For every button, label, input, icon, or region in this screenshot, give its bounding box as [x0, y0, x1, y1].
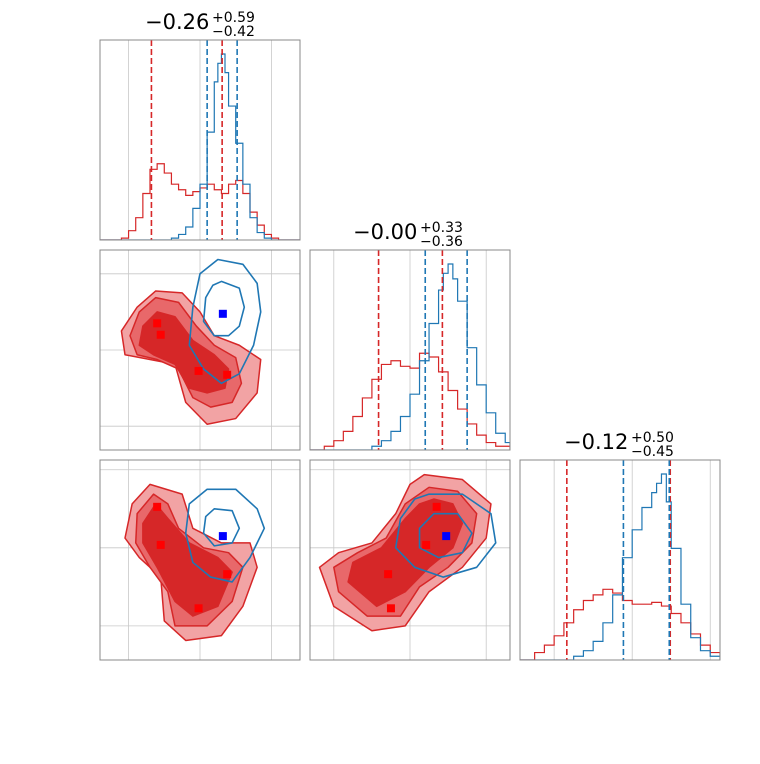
x-tick-label: 0.8: [469, 672, 496, 699]
red-marker: [153, 502, 162, 511]
hist-red-series-p1: [310, 352, 510, 450]
title-p0-minus: −0.42: [212, 24, 255, 40]
y-tick-label: 0.8: [69, 460, 96, 487]
y-tick-label: 0.0: [69, 340, 96, 367]
x-tick-label: 1: [263, 672, 281, 690]
panel-2d-axes-0-2: [99, 459, 301, 661]
x-tick-label: −0.8: [528, 672, 563, 707]
hist-axes-p2: [519, 459, 721, 661]
title-p1-main: −0.00: [353, 220, 417, 244]
title-p0-plus: +0.59: [212, 10, 255, 26]
title-p2-plus: +0.50: [631, 430, 674, 446]
hist-p0-frame: [99, 39, 301, 241]
panel-2d-0-2: −1 0 1 −0.8 0.0 0.8: [61, 460, 300, 698]
x-tick-label: 0: [192, 672, 210, 690]
panel-2d-axes-1-2: [309, 459, 511, 661]
red-marker: [223, 570, 232, 579]
panel-2d-0-1: −0.8 0.0 0.8: [61, 250, 300, 451]
red-marker: [386, 604, 395, 613]
hist-axes-p1: [309, 249, 511, 451]
title-p1-minus: −0.36: [420, 234, 463, 250]
blue-contour-inner: [202, 280, 246, 337]
hist-axes-p0: [99, 39, 301, 241]
title-p1: −0.00 +0.33 −0.36: [353, 220, 463, 250]
title-p0-main: −0.26: [145, 10, 209, 34]
red-contour-core: [142, 503, 233, 617]
red-marker: [156, 540, 165, 549]
blue-marker: [218, 309, 227, 318]
panel-0-2-frame: [99, 459, 301, 661]
hist-panel-p2: −0.8 0.0 0.8: [520, 460, 720, 707]
hist-blue-series-p2: [520, 473, 720, 660]
hist-p1-frame: [309, 249, 511, 451]
hist-p2-frame: [519, 459, 721, 661]
title-p0: −0.26 +0.59 −0.42: [145, 10, 255, 40]
x-tick-label: 0.8: [693, 672, 720, 699]
x-tick-label: −1: [112, 672, 138, 698]
red-contour-core: [347, 498, 464, 608]
blue-contour-inner: [202, 507, 241, 547]
panel-0-1-frame: [99, 249, 301, 451]
red-marker: [384, 570, 393, 579]
panel-2d-axes-0-1: [99, 249, 301, 451]
blue-contour-outer: [184, 488, 266, 583]
red-marker: [223, 370, 232, 379]
x-tick-label: 0.0: [615, 672, 642, 699]
red-marker: [156, 330, 165, 339]
x-tick-label: 0.0: [393, 672, 420, 699]
y-tick-label: −0.8: [61, 616, 96, 651]
y-tick-label: −0.8: [61, 416, 96, 451]
blue-marker: [442, 532, 451, 541]
panel-1-2-frame: [309, 459, 511, 661]
blue-contour-outer: [394, 493, 497, 578]
hist-blue-series-p1: [310, 263, 510, 450]
panel-2d-1-2: −0.8 0.0 0.8: [308, 460, 510, 707]
y-tick-label: 0.0: [69, 538, 96, 565]
red-marker: [432, 502, 441, 511]
title-p2-main: −0.12: [564, 430, 628, 454]
red-marker: [422, 540, 431, 549]
blue-marker: [218, 532, 227, 541]
red-marker: [194, 604, 203, 613]
hist-red-series-p2: [520, 588, 720, 660]
hist-panel-p0: [100, 40, 300, 240]
title-p1-plus: +0.33: [420, 220, 463, 236]
y-tick-label: 0.8: [69, 264, 96, 291]
red-marker: [194, 366, 203, 375]
red-marker: [153, 319, 162, 328]
x-tick-label: −0.8: [308, 672, 343, 707]
hist-panel-p1: [310, 250, 510, 450]
title-p2: −0.12 +0.50 −0.45: [564, 430, 674, 460]
blue-contour-inner: [418, 512, 473, 559]
title-p2-minus: −0.45: [631, 444, 674, 460]
